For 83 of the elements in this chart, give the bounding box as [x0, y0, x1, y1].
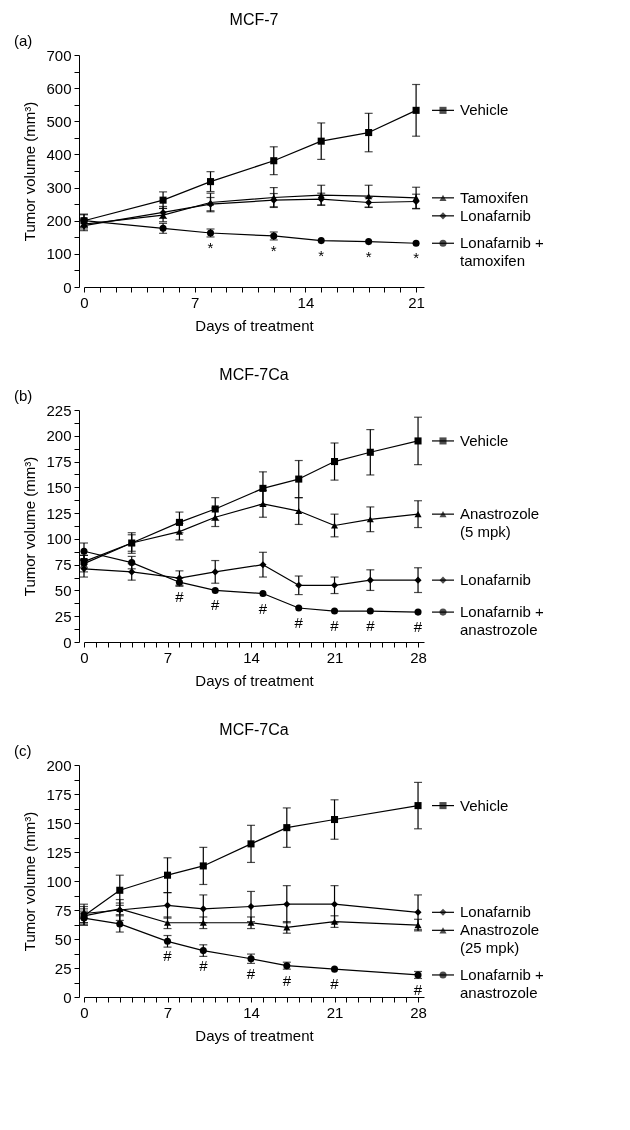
x-tick-label: 28 [410, 1003, 427, 1021]
y-tick-label: 50 [54, 930, 72, 948]
x-tick-label: 0 [80, 648, 89, 666]
y-tick-label: 50 [54, 581, 72, 599]
x-tick-label: 0 [80, 293, 89, 311]
legend-label: Lonafarnib + tamoxifen [460, 234, 545, 270]
annotation: * [413, 249, 420, 267]
x-tick-label: 21 [326, 1003, 344, 1021]
y-tick-label: 700 [46, 46, 72, 64]
x-tick-label: 21 [326, 648, 344, 666]
x-tick-label: 7 [163, 648, 173, 666]
annotation: # [282, 971, 292, 989]
x-tick-label: 14 [297, 293, 315, 311]
annotation: * [270, 241, 277, 259]
y-tick-label: 25 [54, 959, 72, 977]
x-axis-title: Days of treatment [195, 1026, 315, 1044]
x-axis-title: Days of treatment [195, 671, 315, 689]
annotation: # [413, 618, 423, 636]
annotation: # [413, 980, 423, 998]
annotation: # [246, 964, 256, 982]
legend-label: Lonafarnib + anastrozole [460, 603, 545, 639]
y-tick-label: 25 [54, 607, 72, 625]
x-tick-label: 7 [163, 1003, 173, 1021]
legend-label: Anastrozole (5 mpk) [460, 505, 540, 541]
y-tick-label: 150 [46, 478, 72, 496]
y-tick-label: 225 [46, 401, 72, 419]
annotation: # [330, 975, 340, 993]
chart-title: MCF-7Ca [219, 721, 289, 738]
y-axis-title: Tumor volume (mm³) [21, 456, 39, 597]
y-tick-label: 600 [46, 79, 72, 97]
annotation: # [175, 588, 185, 606]
legend-label: Lonafarnib [460, 206, 531, 224]
annotation: # [258, 599, 268, 617]
x-tick-label: 14 [243, 1003, 260, 1021]
chart-title: MCF-7Ca [219, 366, 289, 383]
text: (a) [14, 32, 33, 49]
y-axis-title: Tumor volume (mm³) [21, 811, 39, 952]
y-tick-label: 75 [54, 901, 72, 919]
y-tick-label: 0 [63, 633, 72, 651]
annotation: * [365, 247, 372, 265]
y-tick-label: 150 [46, 814, 72, 832]
text: (c) [14, 742, 32, 759]
x-tick-label: 7 [191, 293, 200, 311]
x-tick-label: 14 [243, 648, 260, 666]
y-axis-title: Tumor volume (mm³) [21, 101, 39, 242]
y-tick-label: 100 [46, 245, 72, 263]
chart-title: MCF-7 [229, 11, 279, 28]
y-tick-label: 300 [46, 179, 72, 197]
y-tick-label: 100 [46, 872, 72, 890]
y-tick-label: 175 [46, 785, 72, 803]
x-tick-label: 28 [410, 648, 427, 666]
y-tick-label: 400 [46, 145, 72, 163]
y-tick-label: 500 [46, 112, 72, 130]
annotation: # [211, 596, 221, 614]
y-tick-label: 200 [46, 427, 72, 445]
annotation: * [207, 238, 214, 256]
x-tick-label: 0 [80, 1003, 89, 1021]
legend-label: Vehicle [460, 796, 509, 814]
annotation: # [199, 956, 209, 974]
y-tick-label: 0 [63, 988, 72, 1006]
y-tick-label: 0 [63, 278, 72, 296]
legend-label: Lonafarnib [460, 571, 531, 589]
y-tick-label: 75 [54, 556, 72, 574]
annotation: # [163, 947, 173, 965]
y-tick-label: 125 [46, 843, 72, 861]
legend-label: Anastrozole (25 mpk) [460, 921, 540, 957]
annotation: # [294, 613, 304, 631]
annotation: # [366, 617, 376, 635]
legend-label: Lonafarnib + anastrozole [460, 965, 545, 1001]
x-axis-title: Days of treatment [195, 316, 315, 334]
legend-label: Tamoxifen [460, 188, 529, 206]
y-tick-label: 175 [46, 453, 72, 471]
x-tick-label: 21 [408, 293, 425, 311]
legend-label: Lonafarnib [460, 903, 531, 921]
text: (b) [14, 387, 33, 404]
annotation: * [318, 246, 325, 264]
y-tick-label: 100 [46, 530, 72, 548]
y-tick-label: 125 [46, 504, 72, 522]
legend-label: Vehicle [460, 101, 509, 119]
y-tick-label: 200 [46, 756, 72, 774]
annotation: # [330, 617, 340, 635]
y-tick-label: 200 [46, 212, 72, 230]
legend-label: Vehicle [460, 431, 509, 449]
